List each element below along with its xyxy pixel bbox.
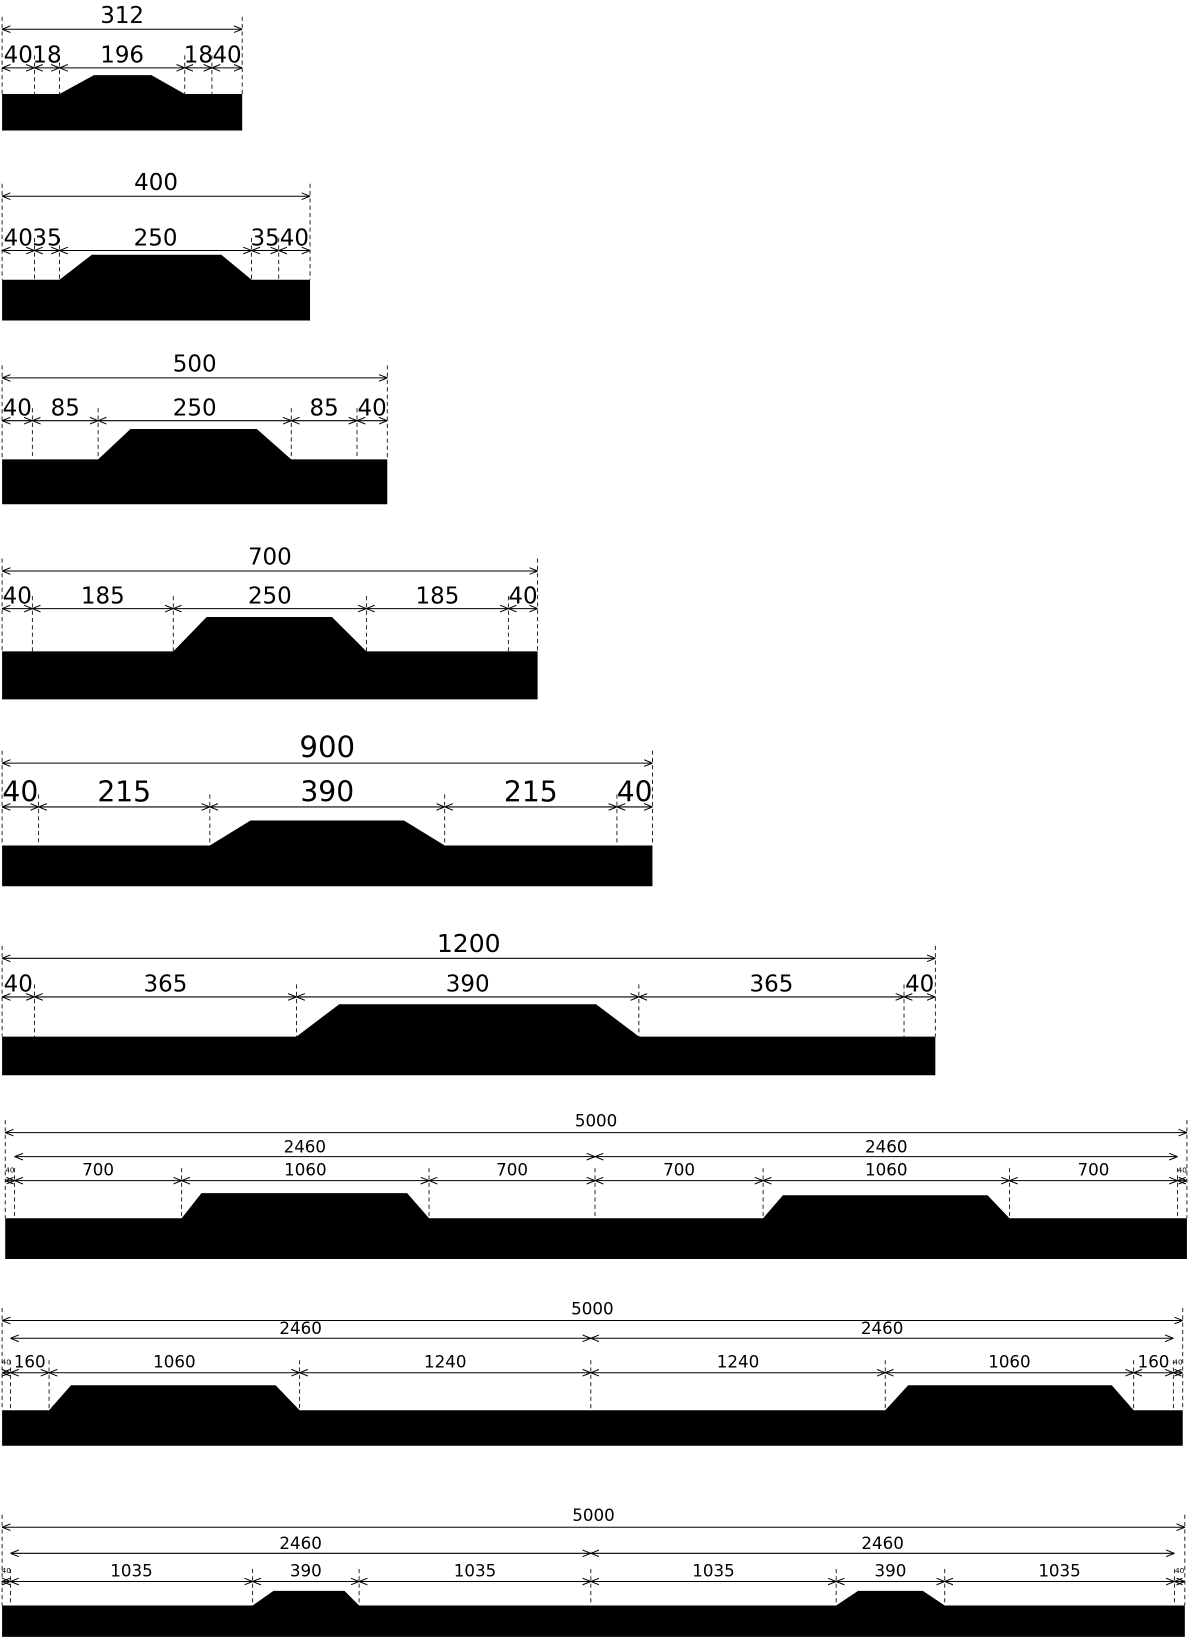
segment-label: 1240 [424, 1352, 466, 1372]
total-label: 900 [299, 730, 355, 764]
segment-label: 40 [4, 225, 33, 251]
half-label: 2460 [865, 1136, 907, 1156]
total-label: 5000 [572, 1505, 614, 1525]
segment-label: 1035 [1038, 1560, 1080, 1580]
profile: 500 40 85 250 85 40 [1, 352, 388, 505]
half-label: 2460 [861, 1533, 903, 1553]
profile: 700 40 185 250 185 40 [1, 545, 539, 700]
segment-label: 196 [100, 43, 144, 69]
segment-label: 390 [300, 776, 354, 809]
segment-label: 40 [2, 1357, 12, 1366]
half-label: 2460 [279, 1533, 321, 1553]
segment-label: 215 [504, 776, 558, 809]
profile: 900 40 215 390 215 40 [1, 730, 653, 887]
segment-label: 160 [14, 1352, 46, 1372]
segment-label: 1240 [717, 1352, 759, 1372]
segment-label: 35 [251, 225, 280, 251]
segment-label: 250 [248, 583, 292, 609]
segment-label: 85 [51, 395, 80, 421]
segment-label: 40 [1173, 1357, 1183, 1366]
half-label: 2460 [861, 1318, 903, 1338]
total-label: 700 [248, 545, 292, 571]
segment-label: 185 [81, 583, 125, 609]
segment-label: 40 [2, 776, 38, 809]
segment-label: 40 [280, 225, 309, 251]
segment-label: 40 [1178, 1165, 1188, 1174]
total-label: 1200 [437, 929, 501, 958]
segment-label: 1035 [110, 1560, 152, 1580]
profile-body [2, 616, 538, 700]
profile-body [2, 254, 311, 321]
half-label: 2460 [279, 1318, 321, 1338]
segment-label: 390 [875, 1560, 907, 1580]
segment-label: 40 [5, 1165, 15, 1174]
segment-label: 40 [3, 583, 32, 609]
segment-label: 40 [905, 972, 934, 998]
profile-body [2, 1590, 1185, 1637]
segment-label: 40 [2, 1566, 12, 1575]
profile-body [2, 1385, 1183, 1446]
total-label: 5000 [575, 1110, 617, 1130]
segment-label: 250 [134, 225, 178, 251]
segment-label: 85 [310, 395, 339, 421]
segment-label: 390 [290, 1560, 322, 1580]
total-label: 312 [100, 3, 144, 29]
segment-label: 40 [4, 43, 33, 69]
segment-label: 365 [144, 972, 188, 998]
segment-label: 18 [32, 43, 61, 69]
total-label: 5000 [571, 1298, 613, 1318]
profile: 5000 2460 2460 40 1035 390 1035 1035 390 1035 40 [2, 1505, 1186, 1637]
segment-label: 215 [97, 776, 151, 809]
profile: 1200 40 365 390 365 40 [1, 929, 936, 1076]
segment-label: 160 [1138, 1352, 1170, 1372]
segment-label: 1060 [988, 1352, 1030, 1372]
segment-label: 40 [358, 395, 387, 421]
segment-label: 1035 [454, 1560, 496, 1580]
segment-label: 1060 [865, 1159, 907, 1179]
segment-label: 1035 [692, 1560, 734, 1580]
segment-label: 35 [32, 225, 61, 251]
segment-label: 365 [750, 972, 794, 998]
segment-label: 700 [1078, 1159, 1110, 1179]
segment-label: 700 [663, 1159, 695, 1179]
profile-body [2, 1004, 936, 1076]
segment-label: 40 [3, 395, 32, 421]
total-label: 500 [173, 352, 217, 378]
segment-label: 390 [446, 972, 490, 998]
segment-label: 700 [82, 1159, 114, 1179]
segment-label: 40 [1175, 1566, 1185, 1575]
segment-label: 185 [415, 583, 459, 609]
profile: 5000 2460 2460 40 700 1060 700 700 1060 700 40 [4, 1110, 1188, 1259]
segment-label: 1060 [284, 1159, 326, 1179]
segment-label: 40 [508, 583, 537, 609]
profile-body [2, 429, 388, 505]
segment-label: 40 [617, 776, 653, 809]
profile-body [2, 75, 243, 131]
profile-body [2, 820, 653, 887]
profile-body [5, 1193, 1187, 1259]
segment-label: 18 [184, 43, 213, 69]
segment-label: 250 [173, 395, 217, 421]
segment-label: 700 [496, 1159, 528, 1179]
segment-label: 1060 [153, 1352, 195, 1372]
segment-label: 40 [4, 972, 33, 998]
segment-label: 40 [212, 43, 241, 69]
half-label: 2460 [284, 1136, 326, 1156]
total-label: 400 [134, 170, 178, 196]
